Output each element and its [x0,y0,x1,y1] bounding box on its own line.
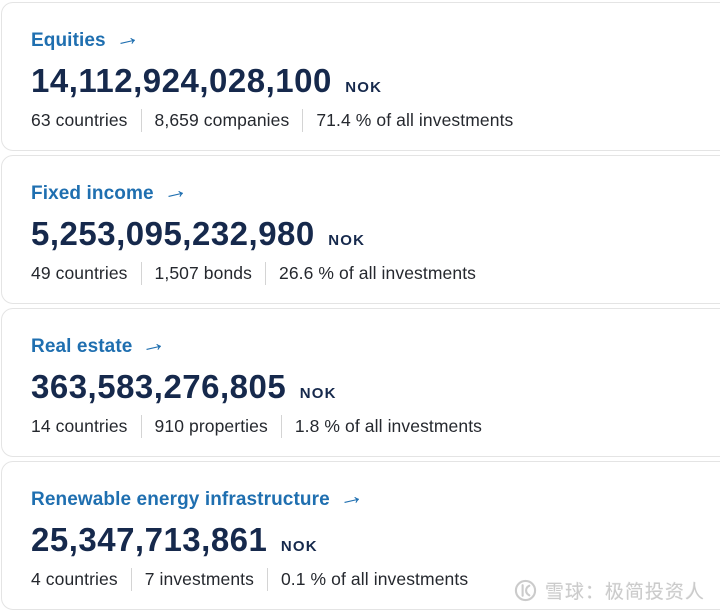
card-real-estate: Real estate → 363,583,276,805 NOK 14 cou… [1,308,720,457]
card-title: Renewable energy infrastructure [31,488,330,510]
real-estate-link[interactable]: Real estate → [31,328,169,361]
equities-link[interactable]: Equities → [31,22,142,55]
xueqiu-logo-icon [514,579,537,602]
amount-value: 5,253,095,232,980 [31,215,315,252]
watermark-text: 雪球：极简投资人 [544,582,705,603]
amount-value: 363,583,276,805 [31,368,287,405]
stats-row: 4 countries 7 investments 0.1 % of all i… [31,568,720,591]
stats-row: 63 countries 8,659 companies 71.4 % of a… [31,109,720,132]
stat-share: 26.6 % of all investments [264,262,489,285]
arrow-right-icon: → [138,327,169,361]
stats-row: 49 countries 1,507 bonds 26.6 % of all i… [31,262,720,285]
stat-countries: 49 countries [31,263,128,283]
amount-row: 25,347,713,861 NOK [31,521,720,559]
stat-holdings: 1,507 bonds [140,262,265,285]
amount-value: 14,112,924,028,100 [31,62,332,99]
stat-countries: 63 countries [31,110,128,130]
card-equities: Equities → 14,112,924,028,100 NOK 63 cou… [1,2,720,151]
card-fixed-income: Fixed income → 5,253,095,232,980 NOK 49 … [1,155,720,304]
currency-code: NOK [299,385,337,402]
renewable-energy-link[interactable]: Renewable energy infrastructure → [31,481,366,514]
card-title: Real estate [31,335,133,357]
currency-code: NOK [280,538,318,555]
card-renewable-energy: Renewable energy infrastructure → 25,347… [1,461,720,610]
stat-countries: 4 countries [31,569,118,589]
stat-share: 1.8 % of all investments [280,415,495,438]
stat-share: 71.4 % of all investments [302,109,526,132]
arrow-right-icon: → [111,21,143,55]
stat-countries: 14 countries [31,416,128,436]
amount-row: 14,112,924,028,100 NOK [31,62,720,100]
card-title: Fixed income [31,182,154,204]
stat-share: 0.1 % of all investments [266,568,481,591]
watermark: 雪球：极简投资人 [514,577,705,604]
amount-value: 25,347,713,861 [31,521,268,558]
stat-holdings: 8,659 companies [140,109,303,132]
amount-row: 5,253,095,232,980 NOK [31,215,720,253]
fixed-income-link[interactable]: Fixed income → [31,175,190,208]
card-title: Equities [31,29,106,51]
stat-holdings: 910 properties [140,415,281,438]
arrow-right-icon: → [159,174,190,208]
currency-code: NOK [345,79,383,96]
amount-row: 363,583,276,805 NOK [31,368,720,406]
stat-holdings: 7 investments [130,568,267,591]
currency-code: NOK [328,232,366,249]
stats-row: 14 countries 910 properties 1.8 % of all… [31,415,720,438]
arrow-right-icon: → [335,480,367,514]
